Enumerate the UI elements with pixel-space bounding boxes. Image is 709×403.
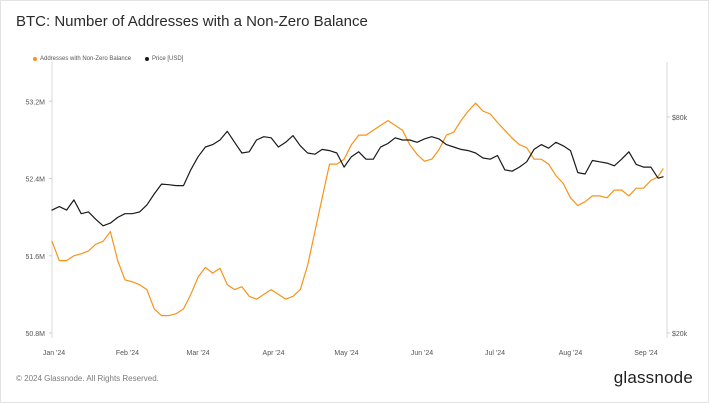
- series-line-price[interactable]: [51, 130, 664, 227]
- x-tick-label: Feb '24: [116, 350, 139, 357]
- x-tick-label: May '24: [334, 350, 358, 357]
- series-line-addresses[interactable]: [51, 102, 664, 317]
- legend-item-price[interactable]: Price [USD]: [145, 56, 183, 62]
- x-tick-label: Aug '24: [559, 350, 583, 357]
- chart-legend[interactable]: Addresses with Non-Zero Balance Price [U…: [33, 54, 183, 64]
- left-tick-label: 52.4M: [26, 177, 46, 184]
- x-tick-label: Jul '24: [485, 350, 505, 357]
- left-tick-label: 51.6M: [26, 254, 46, 261]
- legend-dot-orange-icon: [33, 57, 37, 61]
- legend-dot-black-icon: [145, 57, 150, 61]
- x-tick-label: Jan '24: [43, 350, 65, 357]
- legend-label-price: Price [USD]: [152, 56, 184, 62]
- x-tick-label: Apr '24: [263, 350, 285, 357]
- x-tick-label: Mar '24: [186, 350, 209, 357]
- copyright-text: © 2024 Glassnode. All Rights Reserved.: [16, 374, 159, 383]
- left-tick-label: 50.8M: [26, 331, 46, 338]
- right-tick-label: $80k: [672, 115, 688, 122]
- left-tick-label: 53.2M: [26, 99, 46, 106]
- right-tick-label: $20k: [672, 331, 688, 338]
- glassnode-logo: glassnode: [613, 368, 693, 387]
- x-tick-label: Sep '24: [634, 350, 658, 357]
- x-tick-label: Jun '24: [411, 350, 433, 357]
- legend-label-addresses: Addresses with Non-Zero Balance: [40, 56, 132, 62]
- legend-item-addresses[interactable]: Addresses with Non-Zero Balance: [33, 56, 131, 62]
- chart-title: BTC: Number of Addresses with a Non-Zero…: [16, 13, 368, 30]
